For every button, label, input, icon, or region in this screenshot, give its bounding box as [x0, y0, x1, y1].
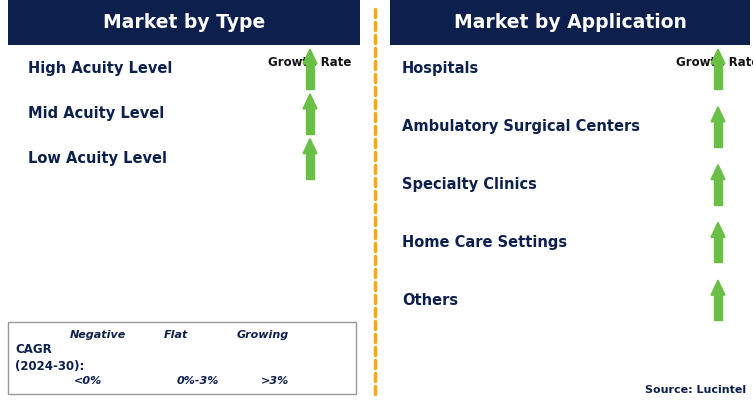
Polygon shape [303, 49, 317, 64]
Text: Mid Acuity Level: Mid Acuity Level [28, 106, 164, 121]
Polygon shape [315, 367, 321, 385]
Text: Market by Application: Market by Application [453, 13, 687, 32]
Text: Low Acuity Level: Low Acuity Level [28, 151, 167, 166]
Polygon shape [229, 355, 239, 365]
Text: Others: Others [402, 292, 458, 308]
Text: Home Care Settings: Home Care Settings [402, 235, 567, 250]
Polygon shape [714, 237, 722, 262]
Polygon shape [711, 49, 725, 64]
Polygon shape [714, 122, 722, 147]
Polygon shape [714, 295, 722, 320]
Text: Ambulatory Surgical Centers: Ambulatory Surgical Centers [402, 119, 640, 134]
FancyBboxPatch shape [8, 322, 356, 394]
Polygon shape [306, 109, 314, 134]
Text: Specialty Clinics: Specialty Clinics [402, 177, 537, 192]
Polygon shape [133, 372, 143, 383]
Text: Growing: Growing [237, 330, 289, 340]
Polygon shape [303, 94, 317, 109]
Polygon shape [135, 354, 141, 372]
Polygon shape [711, 222, 725, 237]
Text: Negative: Negative [70, 330, 126, 340]
Polygon shape [711, 107, 725, 122]
Polygon shape [306, 154, 314, 179]
FancyBboxPatch shape [8, 0, 360, 45]
Text: Market by Type: Market by Type [103, 13, 265, 32]
Polygon shape [714, 64, 722, 89]
Polygon shape [306, 64, 314, 89]
Text: 0%-3%: 0%-3% [177, 376, 219, 386]
FancyBboxPatch shape [390, 0, 750, 45]
Polygon shape [714, 180, 722, 204]
Text: >3%: >3% [261, 376, 289, 386]
Polygon shape [206, 357, 229, 363]
Polygon shape [303, 139, 317, 154]
Text: Flat: Flat [164, 330, 188, 340]
Text: Hospitals: Hospitals [402, 61, 479, 76]
Text: <0%: <0% [74, 376, 102, 386]
Polygon shape [711, 280, 725, 295]
Text: Source: Lucintel: Source: Lucintel [645, 385, 746, 395]
Text: Growth Rate: Growth Rate [268, 56, 352, 70]
Polygon shape [711, 164, 725, 180]
Text: Growth Rate: Growth Rate [676, 56, 753, 70]
Text: High Acuity Level: High Acuity Level [28, 61, 172, 76]
Text: CAGR
(2024-30):: CAGR (2024-30): [15, 343, 84, 373]
Polygon shape [313, 356, 323, 367]
